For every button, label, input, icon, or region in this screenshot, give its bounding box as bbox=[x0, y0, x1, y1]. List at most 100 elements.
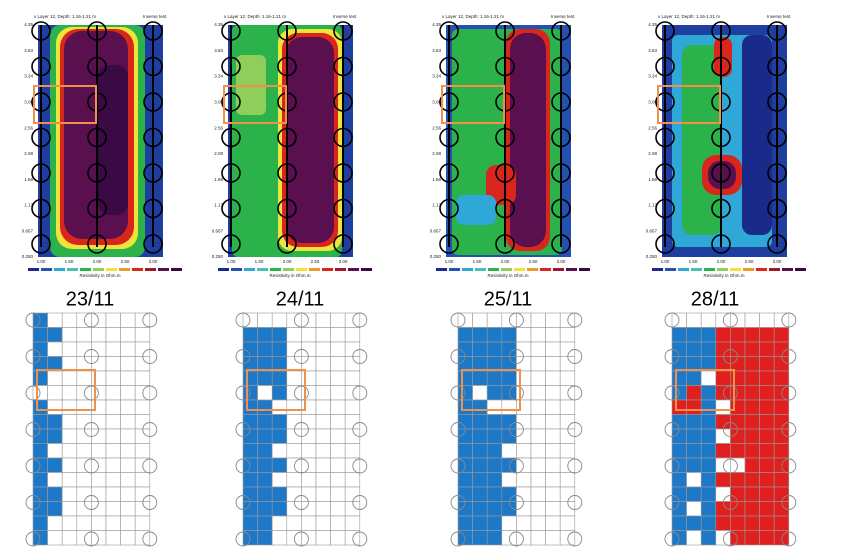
electrode bbox=[83, 385, 99, 401]
electrode bbox=[781, 531, 797, 547]
map-tag: Inverse test bbox=[143, 14, 167, 19]
grid-cell bbox=[330, 414, 346, 430]
grid-cell bbox=[315, 501, 331, 517]
grid-cell bbox=[686, 399, 702, 415]
grid-cell bbox=[715, 370, 731, 386]
grid-cell bbox=[61, 414, 78, 430]
grid-cell bbox=[91, 486, 107, 502]
electrode bbox=[567, 349, 583, 364]
grid-cell bbox=[315, 356, 331, 372]
electrode bbox=[25, 531, 41, 547]
electrode bbox=[83, 422, 99, 437]
electrode bbox=[293, 422, 309, 437]
grid-cell bbox=[744, 399, 760, 415]
map-y-label: 3.34 bbox=[214, 74, 223, 79]
grid-cell bbox=[700, 385, 717, 401]
electrode bbox=[664, 349, 680, 364]
legend-swatch bbox=[475, 268, 486, 271]
legend-swatch bbox=[566, 268, 577, 271]
legend-swatch bbox=[769, 268, 780, 271]
grid-cell bbox=[545, 428, 561, 444]
grid-cell bbox=[730, 327, 746, 343]
electrode bbox=[333, 92, 353, 112]
legend-swatch bbox=[795, 268, 806, 271]
grid-cell bbox=[32, 472, 48, 488]
map-y-label: 3.83 bbox=[214, 48, 223, 53]
electrode bbox=[143, 92, 163, 112]
grid-cell bbox=[530, 356, 546, 372]
highlight-box bbox=[461, 369, 521, 411]
resistivity-zone bbox=[286, 37, 334, 243]
grid-cell bbox=[61, 486, 78, 502]
grid-cell bbox=[559, 443, 576, 459]
map-y-label: 2.08 bbox=[432, 151, 441, 156]
grid-cell bbox=[545, 414, 561, 430]
legend-swatch bbox=[540, 268, 551, 271]
electrode bbox=[722, 422, 738, 437]
grid-cell bbox=[47, 385, 63, 401]
grid-cell bbox=[271, 472, 288, 488]
electrode bbox=[551, 198, 571, 219]
grid-cell bbox=[700, 428, 717, 444]
grid-cell bbox=[271, 327, 288, 343]
grid-cell bbox=[759, 443, 775, 459]
electrode bbox=[450, 312, 466, 328]
electrode bbox=[711, 56, 731, 77]
electrode bbox=[293, 312, 309, 328]
map-x-label: 1.00 bbox=[661, 259, 670, 264]
map-x-label: 3.00 bbox=[149, 259, 158, 264]
legend-swatch bbox=[678, 268, 689, 271]
grid-cell bbox=[134, 370, 151, 386]
grid-cell bbox=[530, 501, 546, 517]
electrode bbox=[83, 312, 99, 328]
resistivity-zone bbox=[742, 35, 772, 235]
map-y-label: 3.08 bbox=[24, 100, 33, 105]
map-y-label: 2.56 bbox=[214, 125, 223, 130]
grid-cell bbox=[472, 414, 488, 430]
grid-cell bbox=[134, 341, 151, 357]
legend-swatch bbox=[93, 268, 104, 271]
electrode bbox=[767, 163, 787, 183]
grid-cell bbox=[47, 486, 63, 502]
grid-cell bbox=[105, 370, 121, 386]
map-x-label: 1.50 bbox=[65, 259, 74, 264]
electrode bbox=[333, 198, 353, 219]
grid-cell bbox=[76, 515, 92, 531]
map-x-label: 1.00 bbox=[37, 259, 46, 264]
grid-cell bbox=[271, 312, 288, 328]
grid-cell bbox=[76, 399, 92, 415]
grid-cell bbox=[47, 341, 63, 357]
electrode bbox=[767, 92, 787, 112]
date-label: 25/11 bbox=[484, 288, 533, 310]
legend-swatch bbox=[704, 268, 715, 271]
grid-cell bbox=[91, 443, 107, 459]
electrode bbox=[655, 234, 675, 254]
grid-cell bbox=[759, 457, 775, 473]
grid-cell bbox=[715, 486, 731, 502]
grid-cell bbox=[76, 327, 92, 343]
electrode bbox=[655, 56, 675, 77]
grid-cell bbox=[120, 370, 136, 386]
grid-cell bbox=[715, 341, 731, 357]
grid-cell bbox=[773, 472, 790, 488]
grid-cell bbox=[457, 443, 473, 459]
grid-cell bbox=[32, 443, 48, 459]
grid-cell bbox=[516, 327, 532, 343]
grid-cell bbox=[257, 399, 273, 415]
electrode bbox=[450, 349, 466, 364]
map-y-label: 4.35 bbox=[432, 22, 441, 27]
electrode bbox=[439, 92, 459, 112]
grid-cell bbox=[744, 515, 760, 531]
electrode bbox=[235, 422, 251, 437]
grid-cell bbox=[47, 370, 63, 386]
grid-cell bbox=[47, 327, 63, 343]
grid-cell bbox=[486, 356, 503, 372]
electrode bbox=[781, 312, 797, 328]
grid-cell bbox=[47, 443, 63, 459]
grid-cell bbox=[759, 414, 775, 430]
legend-swatch bbox=[67, 268, 78, 271]
grid-cell bbox=[472, 472, 488, 488]
grid-cell bbox=[501, 356, 517, 372]
grid-cell bbox=[759, 530, 775, 546]
panel: x Layer 12, Depth: 1.16-1.21 m Inverse te… bbox=[646, 14, 806, 547]
